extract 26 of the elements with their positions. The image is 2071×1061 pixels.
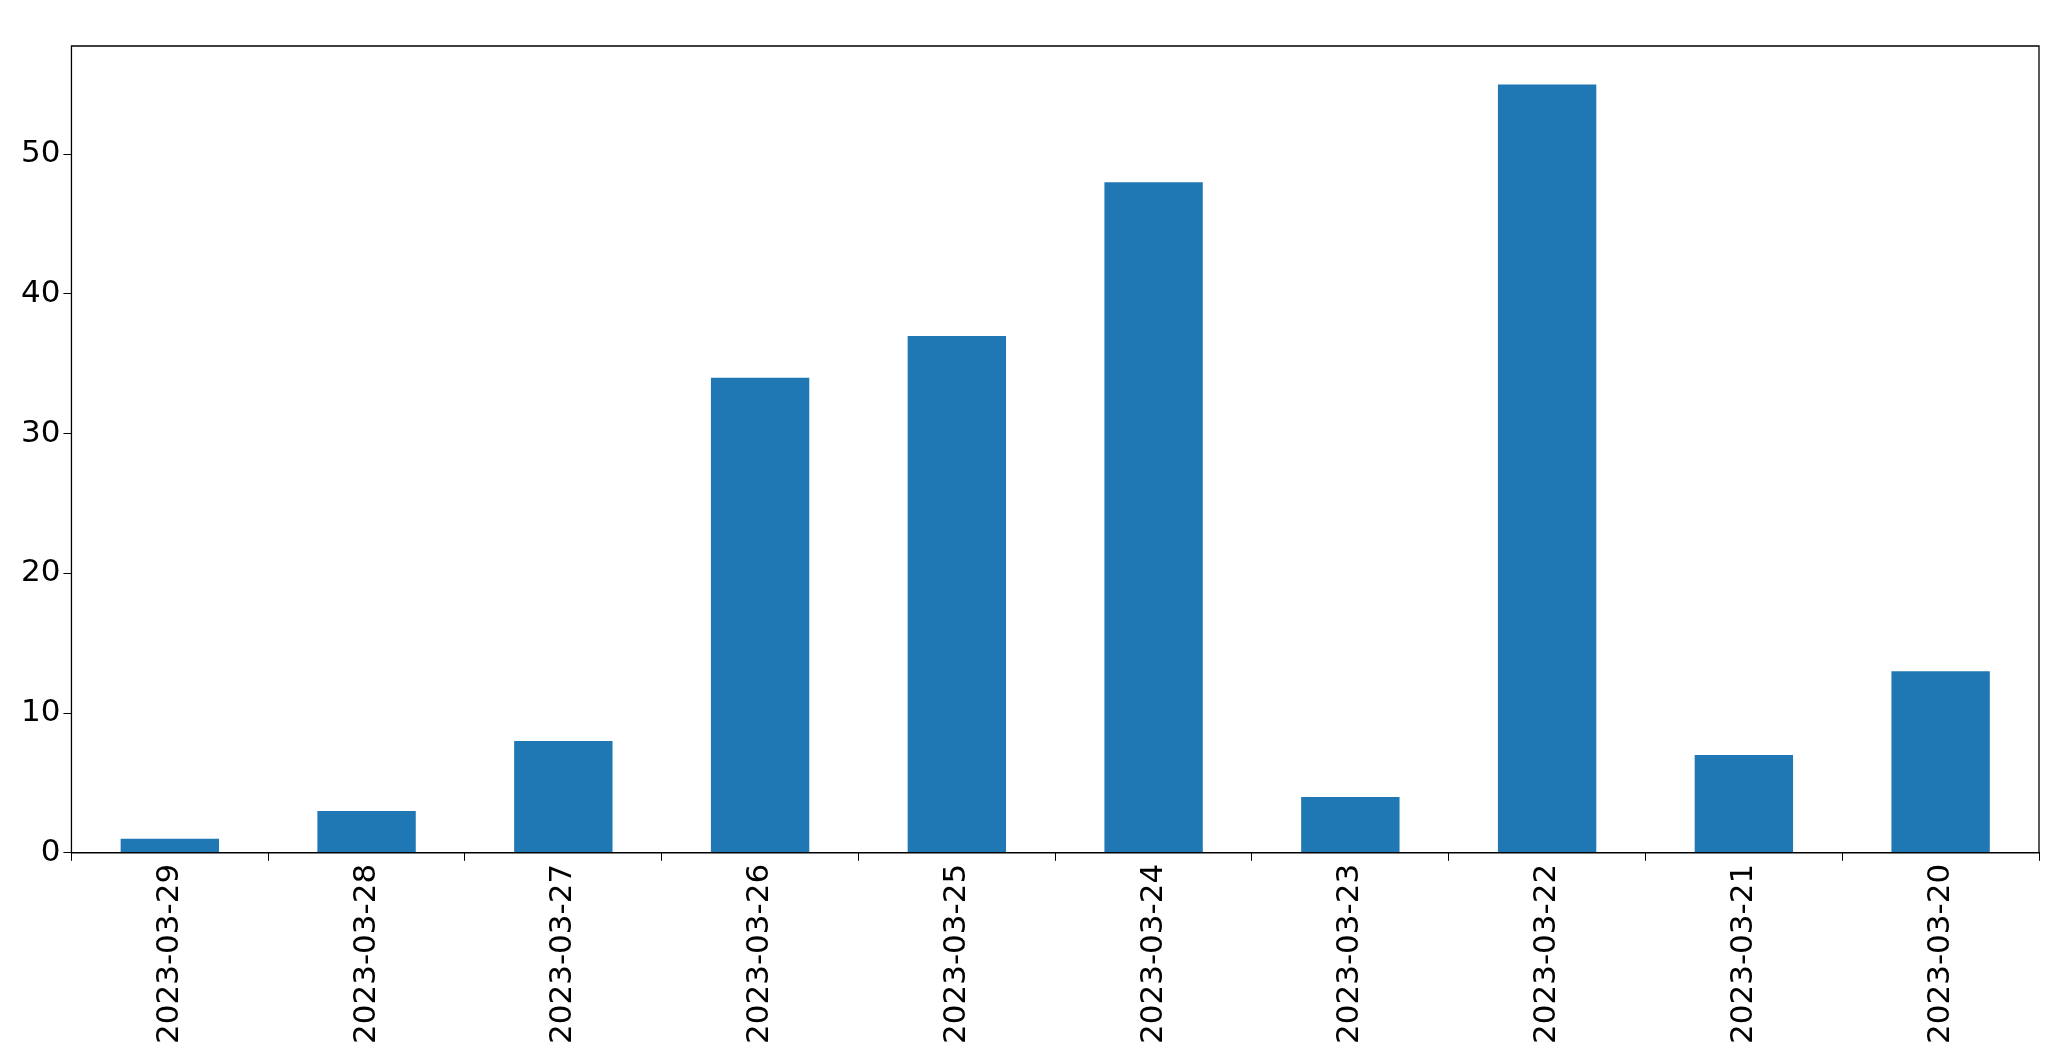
x-tick-label: 2023-03-23	[1329, 863, 1366, 1045]
bar	[1694, 755, 1794, 853]
x-tick-label: 2023-03-27	[542, 863, 579, 1045]
x-tick-label: 2023-03-21	[1722, 863, 1759, 1045]
x-tick-label: 2023-03-29	[148, 863, 185, 1045]
x-tick-label: 2023-03-22	[1526, 863, 1563, 1045]
bar	[317, 810, 416, 853]
x-tick-label: 2023-03-28	[345, 863, 382, 1045]
bar	[1891, 671, 1990, 853]
bar	[514, 741, 613, 853]
y-tick-label: 40	[20, 273, 61, 310]
x-tick-label: 2023-03-20	[1919, 863, 1956, 1045]
x-tick-label: 2023-03-25	[935, 863, 972, 1045]
y-tick-label: 20	[20, 552, 61, 589]
y-tick-label: 30	[20, 412, 61, 449]
y-tick-label: 10	[20, 692, 61, 729]
bar	[1104, 182, 1203, 853]
bar	[907, 335, 1007, 853]
bar	[710, 377, 810, 853]
y-tick-label: 50	[20, 133, 61, 170]
bar	[120, 838, 220, 853]
x-tick-label: 2023-03-24	[1132, 863, 1169, 1045]
y-tick-label: 0	[40, 831, 61, 868]
bar	[1301, 796, 1400, 853]
bar	[1497, 84, 1597, 853]
x-tick-label: 2023-03-26	[739, 863, 776, 1045]
